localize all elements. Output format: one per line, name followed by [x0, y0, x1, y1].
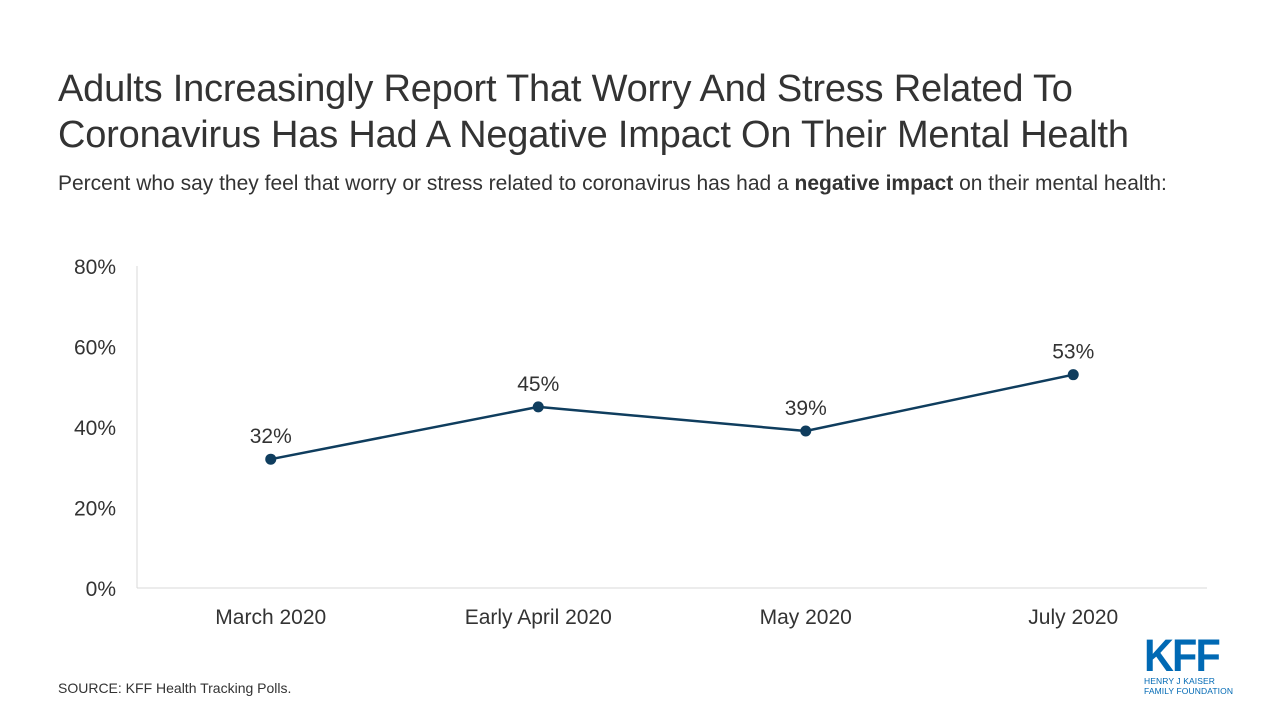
chart-title: Adults Increasingly Report That Worry An…	[58, 66, 1238, 158]
y-tick-label: 40%	[74, 417, 116, 440]
series-line	[270, 373, 1074, 461]
data-label: 45%	[517, 373, 559, 396]
y-tick-label: 80%	[74, 256, 116, 279]
x-tick-label: July 2020	[1028, 606, 1118, 629]
subtitle-text: Percent who say they feel that worry or …	[58, 172, 795, 195]
chart-title-line1: Adults Increasingly Report That Worry An…	[58, 68, 1073, 110]
data-point	[265, 453, 277, 465]
logo-line1: HENRY J KAISER	[1144, 676, 1215, 686]
subtitle-text-end: on their mental health:	[953, 172, 1167, 195]
x-tick-label: March 2020	[215, 606, 326, 629]
chart-subtitle: Percent who say they feel that worry or …	[58, 171, 1258, 197]
y-tick-label: 20%	[74, 498, 116, 521]
data-point	[532, 401, 544, 413]
data-point	[800, 425, 812, 437]
data-label: 32%	[250, 425, 292, 448]
logo-mark: KFF	[1144, 630, 1221, 681]
x-tick-label: Early April 2020	[465, 606, 612, 629]
data-label: 53%	[1052, 341, 1094, 364]
y-tick-label: 60%	[74, 337, 116, 360]
subtitle-emphasis: negative impact	[794, 172, 954, 195]
source-note: SOURCE: KFF Health Tracking Polls.	[58, 680, 292, 696]
y-tick-label: 0%	[86, 578, 116, 601]
chart-title-line2: Coronavirus Has Had A Negative Impact On…	[58, 114, 1129, 156]
data-point	[1067, 369, 1079, 381]
x-tick-label: May 2020	[760, 606, 852, 629]
logo-line2: FAMILY FOUNDATION	[1144, 686, 1234, 696]
data-label: 39%	[785, 397, 827, 420]
kff-logo: KFF HENRY J KAISER FAMILY FOUNDATION	[1144, 630, 1236, 698]
